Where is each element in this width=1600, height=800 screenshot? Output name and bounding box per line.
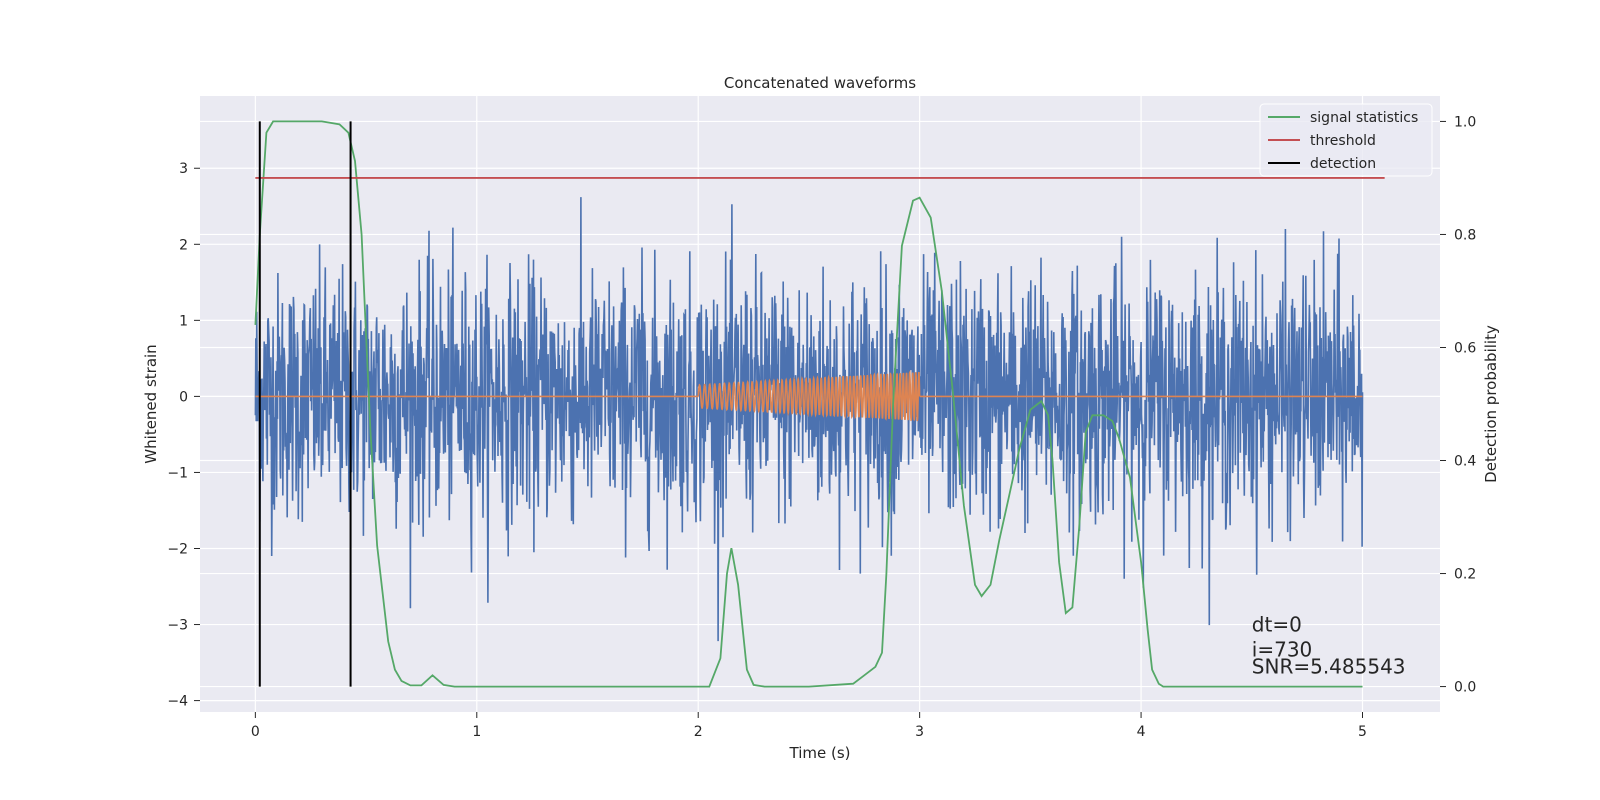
y-tick-label: −2 bbox=[167, 541, 188, 557]
signal-statistics-line bbox=[254, 120, 1363, 688]
y2-axis-label: Detection probability bbox=[1482, 325, 1500, 483]
annotation-text: i=730 bbox=[1252, 638, 1313, 662]
y2-axis: 0.0 0.2 0.4 0.6 0.8 1.0 bbox=[1440, 114, 1476, 696]
y2-tick-label: 0.4 bbox=[1454, 454, 1476, 470]
y2-tick-label: 0.0 bbox=[1454, 680, 1476, 696]
y-axis-label: Whitened strain bbox=[142, 344, 160, 463]
x-tick-label: 2 bbox=[694, 724, 703, 740]
noise-series-line bbox=[254, 197, 1364, 642]
y2-tick-label: 1.0 bbox=[1454, 114, 1476, 130]
x-tick-label: 4 bbox=[1137, 724, 1146, 740]
y-tick-label: 0 bbox=[179, 389, 188, 405]
legend-label: threshold bbox=[1310, 133, 1376, 149]
chart-title: Concatenated waveforms bbox=[724, 74, 916, 92]
x-axis-label: Time (s) bbox=[789, 744, 851, 762]
annotation-text: SNR=5.485543 bbox=[1252, 654, 1406, 678]
y-tick-label: 3 bbox=[179, 161, 188, 177]
y-tick-label: 2 bbox=[179, 237, 188, 253]
x-tick-label: 1 bbox=[472, 724, 481, 740]
y-tick-label: 1 bbox=[179, 313, 188, 329]
legend-label: signal statistics bbox=[1310, 110, 1418, 126]
x-axis: 0 1 2 3 4 5 bbox=[251, 712, 1367, 740]
x-tick-label: 0 bbox=[251, 724, 260, 740]
legend-box bbox=[1259, 103, 1433, 177]
x-tick-label: 3 bbox=[915, 724, 924, 740]
y2-tick-label: 0.6 bbox=[1454, 340, 1476, 356]
y2-tick-label: 0.2 bbox=[1454, 567, 1476, 583]
legend: signal statistics threshold detection bbox=[1259, 103, 1433, 177]
detection-lines bbox=[258, 121, 352, 687]
y-tick-label: −3 bbox=[167, 618, 188, 634]
legend-label: detection bbox=[1310, 156, 1376, 172]
waveform-series-line bbox=[255, 369, 1363, 422]
y2-tick-label: 0.8 bbox=[1454, 227, 1476, 243]
series-layer bbox=[254, 120, 1385, 688]
y-tick-label: −4 bbox=[167, 694, 188, 710]
x-tick-label: 5 bbox=[1358, 724, 1367, 740]
y-axis: −4 −3 −2 −1 0 1 2 3 bbox=[167, 161, 200, 710]
y-tick-label: −1 bbox=[167, 465, 188, 481]
annotation-text: dt=0 bbox=[1252, 613, 1302, 637]
